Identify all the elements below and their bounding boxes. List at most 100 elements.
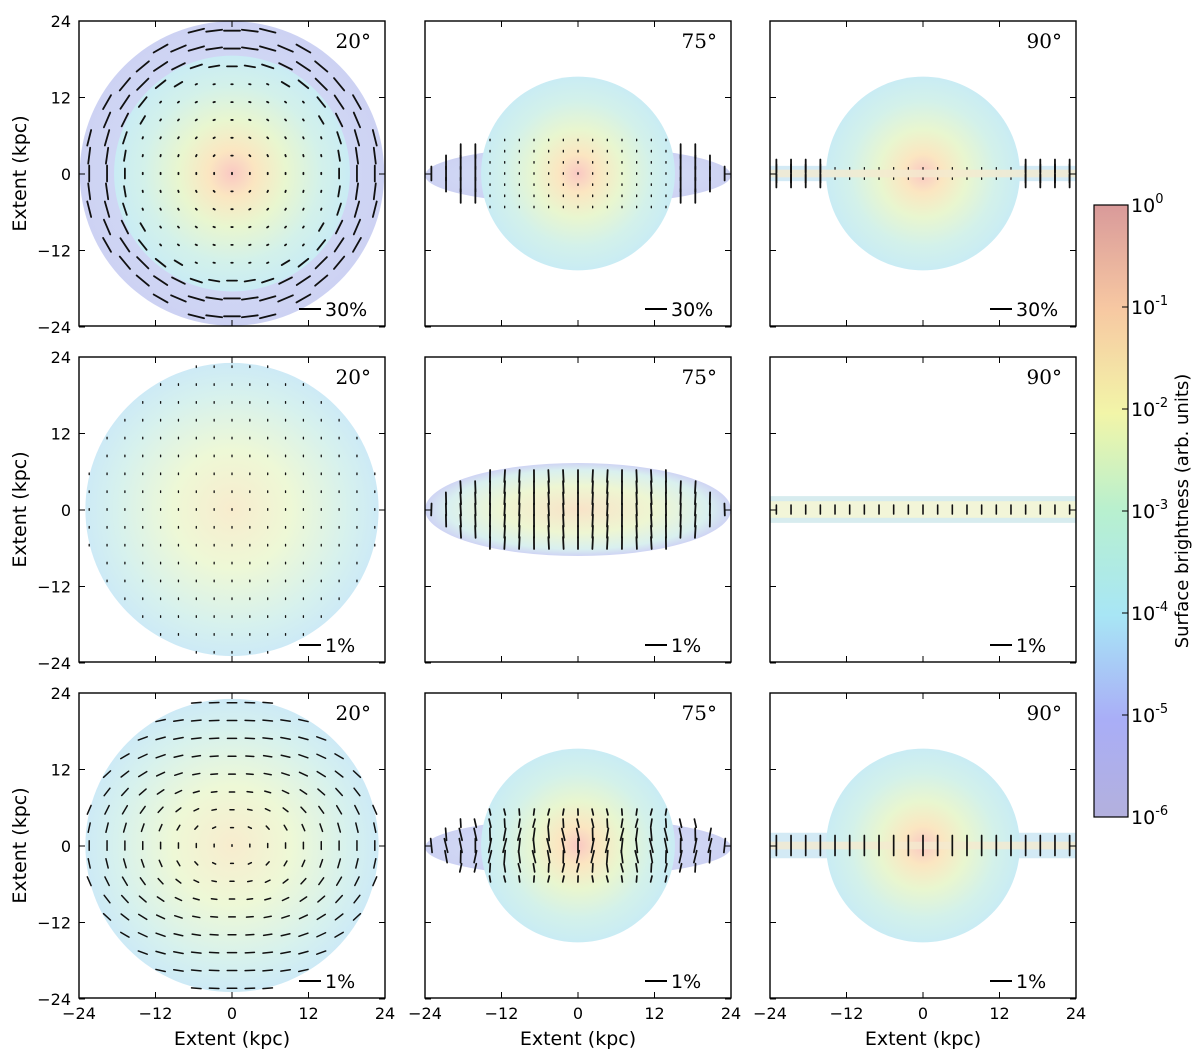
polarization-vector — [473, 862, 478, 873]
scale-bar-label: 1% — [1016, 635, 1046, 657]
polarization-vector — [105, 182, 110, 201]
polarization-vector — [355, 822, 359, 834]
polarization-vector — [191, 933, 202, 937]
polarization-vector — [155, 736, 166, 741]
polarization-vector — [354, 146, 359, 165]
polarization-vector — [118, 255, 131, 270]
polarization-vector — [246, 880, 253, 883]
polarization-vector — [562, 469, 565, 483]
polarization-vector — [122, 202, 128, 216]
polarization-vector — [261, 63, 275, 70]
polarization-vector — [205, 46, 223, 51]
polarization-vector — [211, 880, 218, 883]
polarization-vector — [302, 207, 305, 211]
polarization-vector — [264, 879, 271, 884]
polarization-vector — [266, 118, 270, 122]
polarization-vector — [155, 932, 166, 938]
scale-bar-label: 1% — [671, 635, 701, 657]
colorbar-tick-label: 100 — [1131, 192, 1163, 217]
polarization-vector — [503, 849, 507, 864]
polarization-vector — [488, 862, 492, 873]
polarization-vector — [280, 950, 291, 955]
polarization-vector — [649, 827, 653, 842]
polarization-vector — [650, 491, 653, 506]
polarization-vector — [153, 275, 169, 286]
polarization-vector — [139, 805, 146, 814]
polarization-vector — [192, 915, 201, 919]
polarization-vector — [122, 131, 128, 145]
polarization-vector — [503, 536, 506, 550]
inclination-label: 20° — [336, 29, 371, 53]
polarization-vectors — [86, 27, 378, 320]
polarization-vector — [352, 218, 362, 236]
polarization-vector — [301, 859, 306, 868]
panel-image — [425, 748, 731, 943]
polarization-vector — [591, 469, 594, 483]
polarization-vector — [135, 274, 150, 287]
polarization-vector — [173, 772, 183, 777]
polarization-vector — [137, 736, 148, 741]
scale-bar-label: 1% — [1016, 971, 1046, 993]
polarization-vector — [316, 950, 327, 955]
polarization-vector — [547, 469, 550, 483]
panel-r2-c3 — [769, 356, 1077, 664]
polarization-vector — [619, 827, 625, 842]
polarization-vector — [459, 524, 462, 539]
polarization-vector — [137, 931, 148, 938]
scale-bar-label: 30% — [1016, 299, 1058, 321]
y-tick-label: −24 — [37, 990, 71, 1009]
polarization-vector — [650, 513, 653, 528]
polarization-vector — [157, 877, 164, 885]
polarization-vector — [259, 45, 277, 52]
polarization-vector — [502, 837, 508, 854]
polarization-vector — [562, 480, 565, 495]
polarization-vector — [459, 480, 462, 495]
polarization-vector — [194, 825, 199, 830]
x-axis-label: Extent (kpc) — [174, 1028, 290, 1050]
scale-bar-label: 1% — [325, 635, 355, 657]
polarization-vectors — [430, 138, 726, 209]
ticks — [78, 356, 386, 664]
polarization-vector — [606, 491, 609, 506]
x-tick-label: 12 — [644, 1004, 664, 1023]
polarization-vector — [518, 513, 521, 528]
polarization-vector — [281, 914, 291, 919]
polarization-vector — [635, 837, 639, 854]
polarization-vector — [300, 877, 307, 885]
polarization-vector — [298, 968, 309, 973]
polarization-vector — [173, 950, 184, 955]
polarization-vector — [262, 719, 274, 722]
polarization-vector — [606, 536, 609, 550]
polarization-vector — [266, 207, 270, 211]
polarization-vector — [301, 823, 306, 832]
inclination-label: 90° — [1027, 29, 1062, 53]
polarization-vector — [708, 849, 712, 864]
polarization-vector — [262, 737, 274, 740]
colorbar-tick-label: 10-1 — [1131, 294, 1168, 319]
polarization-vector — [171, 276, 186, 285]
polarization-vector — [314, 274, 329, 287]
polarization-vectors — [430, 469, 726, 550]
polarization-vector — [280, 736, 291, 741]
x-tick-label: 24 — [721, 1004, 741, 1023]
polarization-vector — [635, 513, 638, 528]
polarization-vector — [299, 789, 308, 795]
polarization-vector — [650, 524, 653, 539]
polarization-vector — [694, 524, 697, 539]
polarization-vector — [532, 862, 536, 873]
polarization-vector — [284, 207, 287, 211]
polarization-vector — [319, 858, 324, 868]
ticks — [769, 356, 1077, 664]
polarization-vector — [173, 719, 184, 723]
polarization-vector — [190, 969, 202, 972]
polarization-vector — [693, 818, 698, 829]
polarization-vector — [503, 513, 506, 528]
polarization-vector — [155, 914, 166, 920]
polarization-vector — [190, 951, 202, 954]
polarization-vector — [140, 823, 145, 833]
polarization-vector — [159, 100, 163, 104]
polarization-vector — [136, 256, 150, 270]
panel-r1-c1 — [78, 20, 386, 328]
polarization-vector — [155, 718, 166, 723]
polarization-vector — [173, 736, 184, 741]
